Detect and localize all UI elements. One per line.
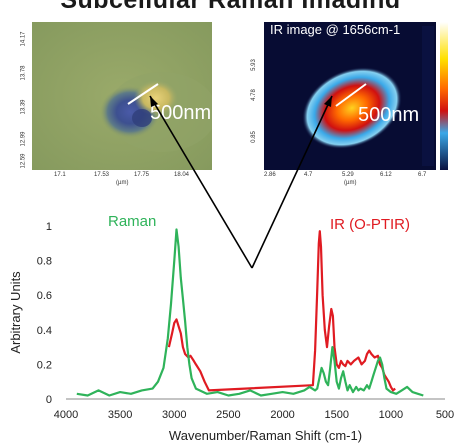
raman-x-tick: 17.1	[54, 172, 66, 178]
ir-x-tick: 4.7	[304, 172, 313, 178]
ir-colorbar	[440, 22, 448, 170]
ir-x-tick: 6.7	[418, 172, 427, 178]
raman-y-tick: 12.99	[20, 131, 27, 147]
ir-x-unit: (µm)	[344, 180, 357, 186]
y-tick-label: 0.6	[37, 290, 52, 302]
x-tick-label: 4000	[54, 409, 78, 421]
y-tick-label: 0.4	[37, 325, 52, 337]
ir-x-tick: 2.86	[264, 172, 276, 178]
raman-image-map: 500nm	[32, 22, 212, 170]
raman-x-tick: 18.04	[174, 172, 190, 178]
x-tick-label: 2000	[270, 409, 294, 421]
x-tick-label: 1000	[379, 409, 403, 421]
raman-y-tick: 12.59	[20, 153, 27, 169]
raman-image-panel: 14.17 13.78 13.39 12.99 12.59	[10, 22, 215, 188]
y-tick-label: 0	[46, 394, 52, 406]
ir-image-map: IR image @ 1656cm-1 500nm	[264, 22, 436, 170]
page-title: Subcellular Raman Imaging	[0, 0, 461, 8]
ir-scale-bar-label: 500nm	[358, 104, 420, 126]
ir-image-x-axis: 2.86 4.7 5.29 6.12 6.7 (µm)	[264, 170, 436, 188]
ir-x-tick: 5.29	[342, 172, 354, 178]
x-tick-label: 3000	[162, 409, 186, 421]
raman-y-tick: 14.17	[20, 31, 27, 47]
series-line-raman	[76, 228, 424, 397]
ir-y-tick: 4.78	[250, 89, 257, 101]
legend-ir: IR (O-PTIR)	[330, 216, 410, 233]
ir-y-tick: 5.93	[250, 59, 257, 71]
ir-y-tick: 0.85	[250, 131, 257, 143]
raman-x-tick: 17.75	[134, 172, 150, 178]
x-tick-label: 2500	[216, 409, 240, 421]
raman-scale-bar-label: 500nm	[150, 102, 212, 124]
x-tick-label: 1500	[324, 409, 348, 421]
raman-y-tick: 13.78	[20, 65, 27, 81]
x-axis-label: Wavenumber/Raman Shift (cm-1)	[169, 428, 362, 443]
chart-series	[76, 228, 424, 397]
y-tick-label: 1	[46, 221, 52, 233]
legend-raman: Raman	[108, 213, 156, 230]
raman-x-unit: (µm)	[116, 180, 129, 186]
ir-image-panel: 5.93 4.78 0.85 IR image @ 1656cm-1 500nm	[242, 22, 457, 188]
ir-image-y-axis: 5.93 4.78 0.85	[242, 22, 264, 170]
raman-image-y-axis: 14.17 13.78 13.39 12.99 12.59	[10, 22, 32, 170]
series-line-ir	[167, 230, 396, 392]
ir-image-title: IR image @ 1656cm-1	[270, 22, 401, 37]
x-tick-label: 3500	[108, 409, 132, 421]
chart-labels: 0 0.2 0.4 0.6 0.8 1 4000 3500 3000 2500 2000 1500 10…	[8, 213, 454, 443]
x-tick-label: 500	[436, 409, 454, 421]
raman-y-tick: 13.39	[20, 99, 27, 115]
y-tick-label: 0.8	[37, 256, 52, 268]
y-tick-label: 0.2	[37, 359, 52, 371]
y-axis-label: Arbitrary Units	[8, 271, 23, 354]
raman-image-x-axis: 17.1 17.53 17.75 18.04 (µm)	[32, 170, 212, 188]
raman-x-tick: 17.53	[94, 172, 110, 178]
ir-x-tick: 6.12	[380, 172, 392, 178]
